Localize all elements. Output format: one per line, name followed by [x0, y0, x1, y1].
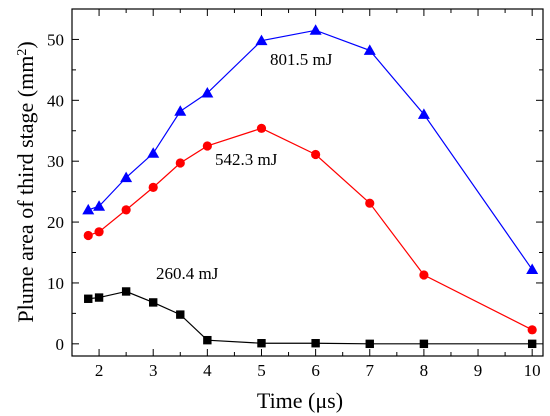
data-point-circle — [121, 205, 131, 215]
y-axis-label-superscript: 2 — [15, 49, 30, 56]
x-tick-label: 6 — [311, 361, 320, 380]
y-axis-label-main: Plume area of third stage (mm — [13, 56, 38, 323]
data-point-triangle — [147, 147, 160, 158]
data-point-circle — [419, 270, 429, 280]
data-point-triangle — [120, 171, 133, 183]
x-tick-label: 9 — [474, 361, 483, 380]
plot-frame — [71, 8, 544, 357]
data-point-circle — [202, 141, 212, 151]
x-tick-label: 2 — [95, 361, 104, 380]
data-point-triangle — [526, 263, 539, 275]
data-point-square — [257, 339, 266, 348]
data-point-square — [527, 339, 537, 349]
x-axis-ticks: 2 3 4 5 6 7 8 9 10 — [71, 9, 541, 380]
data-point-circle — [94, 227, 104, 237]
annotation-801-5-mj: 801.5 mJ — [270, 50, 333, 69]
x-tick-label: 3 — [149, 361, 158, 380]
series-layer — [82, 24, 539, 349]
data-point-triangle — [363, 44, 376, 55]
data-point-circle — [365, 198, 375, 208]
y-tick-label: 50 — [47, 30, 64, 49]
data-point-triangle — [82, 203, 95, 215]
data-point-square — [419, 339, 429, 349]
annotation-260-4-mj: 260.4 mJ — [156, 264, 219, 283]
data-point-triangle — [309, 24, 322, 35]
data-point-circle — [311, 149, 321, 160]
annotation-542-3-mj: 542.3 mJ — [215, 150, 278, 169]
data-point-square — [121, 287, 131, 296]
x-axis-label: Time (μs) — [257, 388, 343, 413]
data-point-triangle — [417, 108, 430, 119]
data-point-circle — [148, 182, 158, 192]
y-axis-label: Plume area of third stage (mm2) — [13, 41, 38, 322]
data-point-square — [365, 339, 374, 349]
series-circle — [83, 123, 537, 335]
data-point-circle — [83, 230, 93, 241]
series-square — [84, 287, 537, 349]
y-tick-label: 20 — [47, 213, 64, 232]
x-tick-label: 10 — [524, 361, 541, 380]
data-point-triangle — [255, 34, 268, 46]
y-tick-label: 10 — [47, 274, 64, 293]
y-tick-label: 0 — [56, 335, 65, 354]
x-tick-label: 5 — [257, 361, 266, 380]
data-point-triangle — [93, 200, 106, 211]
gridless-plot: 2 3 4 5 6 7 8 9 10 0 10 20 30 40 50 — [47, 8, 544, 380]
series-triangle — [82, 24, 539, 275]
y-tick-label: 30 — [47, 152, 64, 171]
y-axis-label-close: ) — [13, 41, 38, 48]
data-point-square — [203, 335, 212, 345]
data-point-square — [84, 294, 93, 303]
data-point-triangle — [174, 105, 187, 116]
data-point-circle — [175, 158, 185, 168]
data-point-square — [311, 339, 320, 348]
data-point-square — [94, 293, 104, 302]
data-point-square — [149, 298, 158, 307]
x-tick-label: 8 — [420, 361, 429, 380]
data-point-triangle — [201, 87, 214, 98]
y-axis-ticks: 0 10 20 30 40 50 — [47, 30, 543, 354]
data-point-circle — [527, 325, 537, 335]
data-point-circle — [256, 123, 267, 133]
x-tick-label: 7 — [366, 361, 375, 380]
data-point-square — [176, 310, 185, 319]
y-tick-label: 40 — [47, 91, 64, 110]
x-tick-label: 4 — [203, 361, 212, 380]
